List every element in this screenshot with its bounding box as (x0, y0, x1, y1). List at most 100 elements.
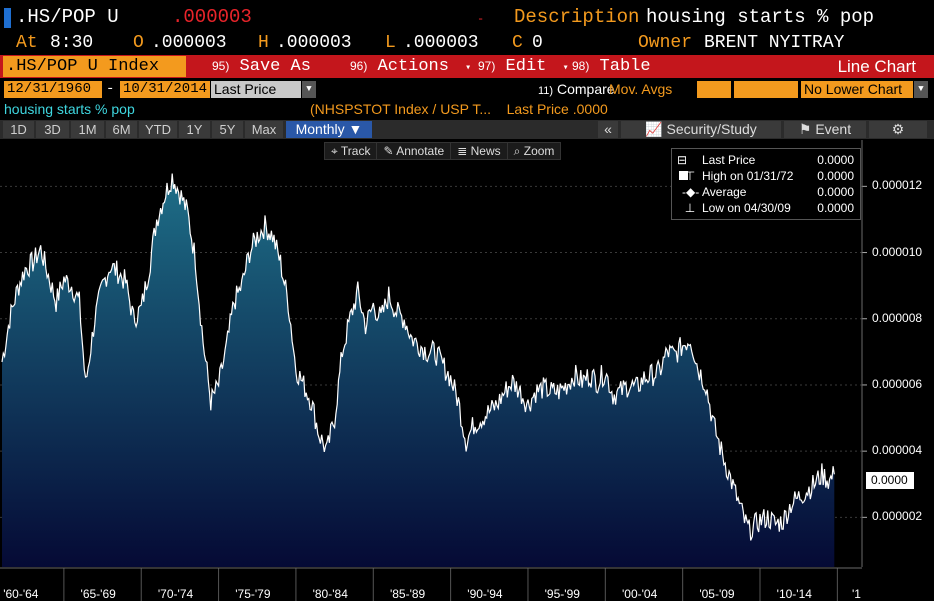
security-input[interactable]: .HS/POP U Index (3, 56, 186, 77)
annotate-tool[interactable]: ✎ Annotate (377, 143, 452, 159)
ticker-symbol[interactable]: .HS/POP U (16, 6, 119, 28)
field-select[interactable]: Last Price (211, 81, 301, 98)
legend-row-last: ⊟ Last Price 0.0000 (677, 152, 854, 180)
period-bar: 1D 3D 1M 6M YTD 1Y 5Y Max Monthly ▼ « 📈 … (0, 120, 934, 139)
average-marker-icon: -◆- (682, 185, 700, 199)
legend-row-low: ⊥ Low on 04/30/09 0.0000 (678, 200, 854, 216)
ticker-marker (4, 8, 11, 28)
period-5y-button[interactable]: 5Y (212, 121, 243, 138)
compare-label: Compare (556, 81, 615, 97)
price-change: - (477, 12, 485, 26)
field-dropdown-icon[interactable]: ▼ (302, 81, 316, 98)
x-tick-label: '95-'99 (544, 587, 580, 601)
series-name: housing starts % pop (4, 101, 135, 117)
legend-value-low: 0.0000 (817, 201, 854, 215)
annotate-label: Annotate (396, 144, 445, 158)
chart-tools-bar: ⌖ Track ✎ Annotate ≣ News ⌕ Zoom (324, 142, 562, 160)
actions-button[interactable]: 96) Actions ▾ (350, 55, 471, 78)
actions-dropdown-icon: ▾ (465, 63, 472, 74)
period-3d-button[interactable]: 3D (36, 121, 69, 138)
quote-stats: At 8:30 O .000003 H .000003 L .000003 C … (0, 33, 934, 55)
chart-svg[interactable] (0, 140, 934, 601)
lower-chart-select[interactable]: No Lower Chart (801, 81, 913, 98)
x-tick-label: '90-'94 (467, 587, 503, 601)
mov-avg-field-1[interactable] (697, 81, 731, 98)
actions-label: Actions (377, 57, 449, 76)
flag-icon: ⚑ (798, 121, 812, 137)
start-date-field[interactable]: 12/31/1960 (4, 81, 102, 98)
news-icon: ≣ (457, 144, 468, 158)
lower-chart-dropdown-icon[interactable]: ▼ (914, 81, 928, 98)
mov-avgs-button[interactable]: Mov. Avgs (609, 81, 673, 97)
compare-button[interactable]: 11) Compare (538, 81, 615, 97)
actions-num: 96) (350, 59, 368, 73)
chart-area[interactable]: ⌖ Track ✎ Annotate ≣ News ⌕ Zoom ⊟ Last Pri… (0, 140, 934, 601)
x-tick-label: '85-'89 (389, 587, 426, 601)
legend-label-high: High on 01/31/72 (702, 169, 794, 183)
legend-label-last: Last Price (702, 153, 756, 167)
series-line (1, 173, 835, 541)
at-label: At (16, 33, 38, 53)
high-marker-icon: ⊤ (684, 169, 696, 183)
quote-header: .HS/POP U .000003 - Description housing … (0, 6, 934, 30)
legend-row-average: -◆- Average 0.0000 (678, 184, 854, 200)
chart-legend[interactable]: ⊟ Last Price 0.0000 ⊤ High on 01/31/72 0… (671, 148, 861, 220)
low-label: L (385, 33, 396, 53)
legend-value-average: 0.0000 (817, 185, 854, 199)
series-info: housing starts % pop (NHSPSTOT Index / U… (0, 101, 934, 119)
quote-time: 8:30 (50, 33, 94, 53)
track-label: Track (340, 144, 371, 158)
close-label: C (512, 33, 523, 53)
period-ytd-button[interactable]: YTD (139, 121, 177, 138)
legend-label-average: Average (702, 185, 747, 199)
period-1m-button[interactable]: 1M (71, 121, 104, 138)
x-tick-label: '00-'04 (621, 587, 658, 601)
news-tool[interactable]: ≣ News (451, 143, 508, 159)
chart-type-button[interactable]: Line Chart (837, 57, 916, 76)
last-value-badge: 0.0000 (866, 472, 914, 489)
event-button[interactable]: ⚑ Event (784, 121, 866, 138)
y-tick-label: 0.000012 (872, 178, 923, 193)
series-source: (NHSPSTOT Index / USP T... Last Price .0… (310, 101, 608, 117)
period-1y-button[interactable]: 1Y (179, 121, 210, 138)
zoom-label: Zoom (523, 144, 555, 158)
edit-dropdown-icon: ▾ (562, 63, 569, 74)
y-tick-label: 0.000006 (872, 376, 923, 391)
description-label: Description (514, 6, 640, 28)
mov-avg-field-2[interactable] (734, 81, 798, 98)
legend-value-last: 0.0000 (817, 153, 854, 167)
function-toolbar: .HS/POP U Index 95) Save As 96) Actions … (0, 55, 934, 78)
end-date-field[interactable]: 10/31/2014 (120, 81, 210, 98)
zoom-tool[interactable]: ⌕ Zoom (508, 143, 561, 159)
high-label: H (258, 33, 269, 53)
security-study-label: Security/Study (666, 121, 757, 137)
frequency-select[interactable]: Monthly ▼ (286, 121, 372, 138)
track-tool[interactable]: ⌖ Track (325, 143, 378, 159)
legend-label-low: Low on 04/30/09 (702, 201, 791, 215)
edit-label: Edit (505, 57, 547, 76)
event-label: Event (815, 121, 852, 137)
table-label: Table (599, 57, 651, 76)
table-button[interactable]: 98) Table (572, 55, 651, 78)
period-1d-button[interactable]: 1D (3, 121, 34, 138)
save-as-button[interactable]: 95) Save As (212, 55, 311, 78)
settings-gear-icon[interactable]: ⚙ (869, 121, 927, 138)
y-tick-label: 0.000010 (872, 244, 923, 259)
period-6m-button[interactable]: 6M (106, 121, 137, 138)
security-study-button[interactable]: 📈 Security/Study (621, 121, 781, 138)
y-tick-label: 0.000008 (872, 310, 923, 325)
y-tick-label: 0.000002 (872, 509, 923, 524)
date-range-bar: 12/31/1960 - 10/31/2014 Last Price ▼ 11)… (0, 80, 934, 99)
pencil-icon: ✎ (383, 144, 394, 158)
low-marker-icon: ⊥ (684, 201, 696, 215)
description-value: housing starts % pop (646, 6, 875, 28)
open-value: .000003 (151, 33, 227, 53)
save-as-label: Save As (239, 57, 311, 76)
edit-button[interactable]: 97) Edit ▾ (478, 55, 569, 78)
last-price: .000003 (172, 6, 252, 28)
period-max-button[interactable]: Max (245, 121, 283, 138)
last-price-square-icon: ⊟ (674, 152, 690, 184)
collapse-icon[interactable]: « (598, 121, 618, 138)
x-tick-label: '60-'64 (3, 587, 39, 601)
high-value: .000003 (276, 33, 352, 53)
